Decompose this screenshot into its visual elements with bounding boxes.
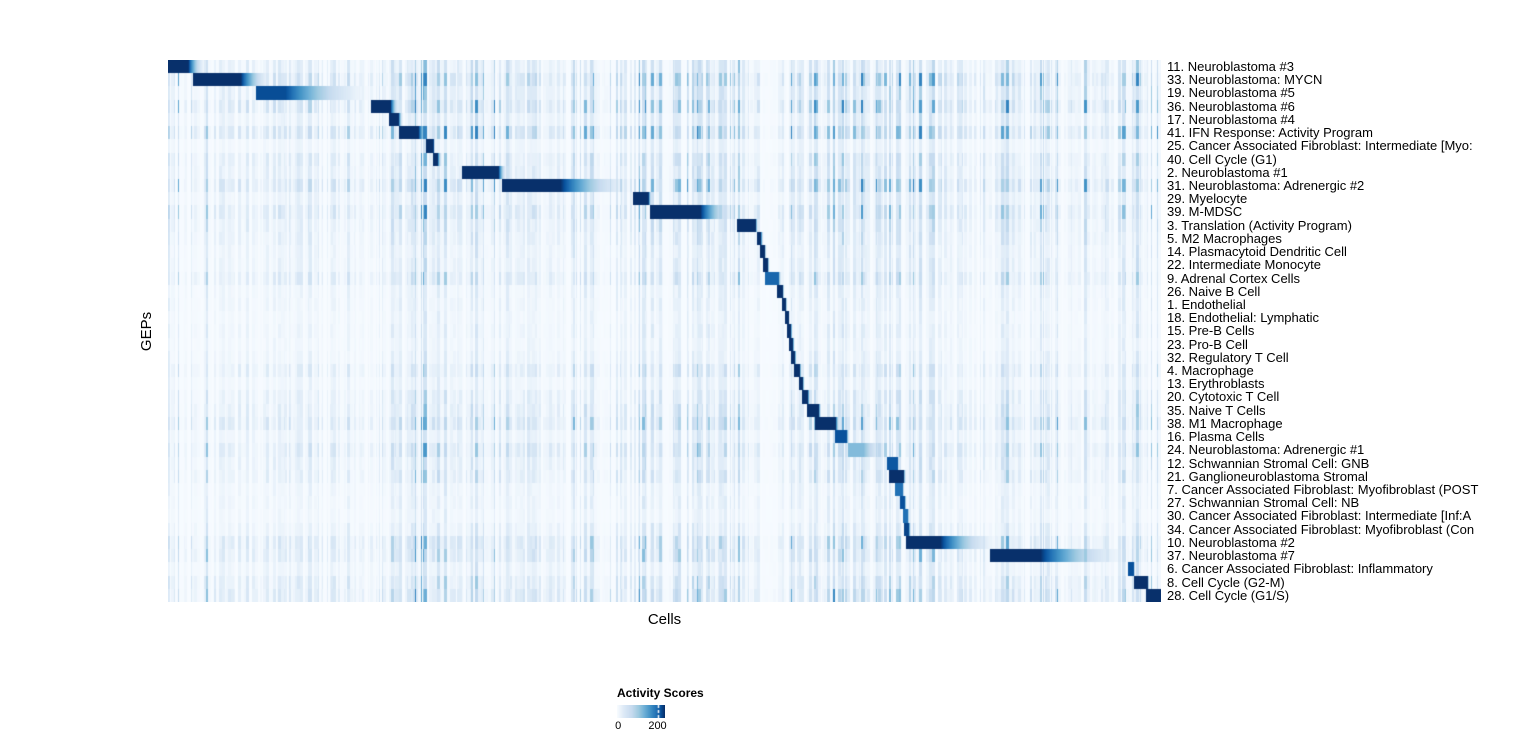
gep-row-label: 8. Cell Cycle (G2-M) [1167,574,1285,590]
gep-row-label: 41. IFN Response: Activity Program [1167,125,1373,141]
legend-tick-200: 200 [648,720,667,732]
gep-row-label: 24. Neuroblastoma: Adrenergic #1 [1167,442,1365,458]
gep-row-label: 9. Adrenal Cortex Cells [1167,270,1300,286]
gep-row-label: 3. Translation (Activity Program) [1167,217,1352,233]
gep-row-label: 5. M2 Macrophages [1167,230,1282,246]
gep-row-label: 12. Schwannian Stromal Cell: GNB [1167,455,1370,471]
legend-gradient-bar [617,705,665,718]
gep-row-label: 37. Neuroblastoma #7 [1167,548,1295,564]
gep-row-label: 16. Plasma Cells [1167,429,1265,445]
gep-row-label: 21. Ganglioneuroblastoma Stromal [1167,468,1368,484]
activity-scores-legend: Activity Scores 0 200 [615,686,737,734]
gep-row-labels: 11. Neuroblastoma #3 33. Neuroblastoma: M… [1167,60,1540,602]
gep-row-label: 11. Neuroblastoma #3 [1167,59,1294,74]
gep-row-label: 15. Pre-B Cells [1167,323,1255,339]
y-axis-title-text: GEPs [138,311,156,351]
gep-row-label: 1. Endothelial [1167,296,1246,312]
gep-row-label: 40. Cell Cycle (G1) [1167,151,1277,167]
gep-row-label: 19. Neuroblastoma #5 [1167,85,1295,101]
gep-row-label: 25. Cancer Associated Fibroblast: Interm… [1167,138,1473,154]
legend-ticks: 0 200 [615,720,737,734]
gep-row-label: 7. Cancer Associated Fibroblast: Myofibr… [1167,482,1479,497]
gep-row-label: 31. Neuroblastoma: Adrenergic #2 [1167,177,1365,193]
gep-row-label: 4. Macrophage [1167,363,1254,379]
gep-row-label: 18. Endothelial: Lymphatic [1167,310,1320,326]
gep-row-label: 2. Neuroblastoma #1 [1167,164,1288,180]
gep-row-label: 29. Myelocyte [1167,191,1248,207]
gep-row-label: 10. Neuroblastoma #2 [1167,534,1295,550]
gep-row-label: 39. M-MDSC [1167,204,1243,220]
y-axis-title: GEPs [132,60,162,602]
gep-row-label: 23. Pro-B Cell [1167,336,1248,352]
gep-row-label: 6. Cancer Associated Fibroblast: Inflamm… [1167,561,1433,577]
gep-row-label: 34. Cancer Associated Fibroblast: Myofib… [1167,521,1475,537]
gep-row-label: 28. Cell Cycle (G1/S) [1167,587,1290,603]
heatmap-canvas [168,60,1161,602]
gep-row-label: 22. Intermediate Monocyte [1167,257,1321,273]
gep-row-label: 35. Naive T Cells [1167,402,1266,418]
gep-row-label: 32. Regulatory T Cell [1167,349,1289,365]
x-axis-title: Cells [647,611,682,628]
gep-row-label: 36. Neuroblastoma #6 [1167,98,1295,114]
legend-tick-0: 0 [615,720,622,732]
gep-row-label: 33. Neuroblastoma: MYCN [1167,72,1323,88]
legend-title: Activity Scores [617,686,704,700]
gep-row-label: 27. Schwannian Stromal Cell: NB [1167,495,1360,511]
gep-row-label: 13. Erythroblasts [1167,376,1265,392]
gep-row-label: 30. Cancer Associated Fibroblast: Interm… [1167,508,1472,524]
gep-row-label: 26. Naive B Cell [1167,283,1261,299]
gep-row-label: 14. Plasmacytoid Dendritic Cell [1167,244,1347,260]
gep-row-label: 38. M1 Macrophage [1167,415,1283,431]
gep-row-label: 20. Cytotoxic T Cell [1167,389,1280,405]
gep-row-label: 17. Neuroblastoma #4 [1167,111,1295,127]
